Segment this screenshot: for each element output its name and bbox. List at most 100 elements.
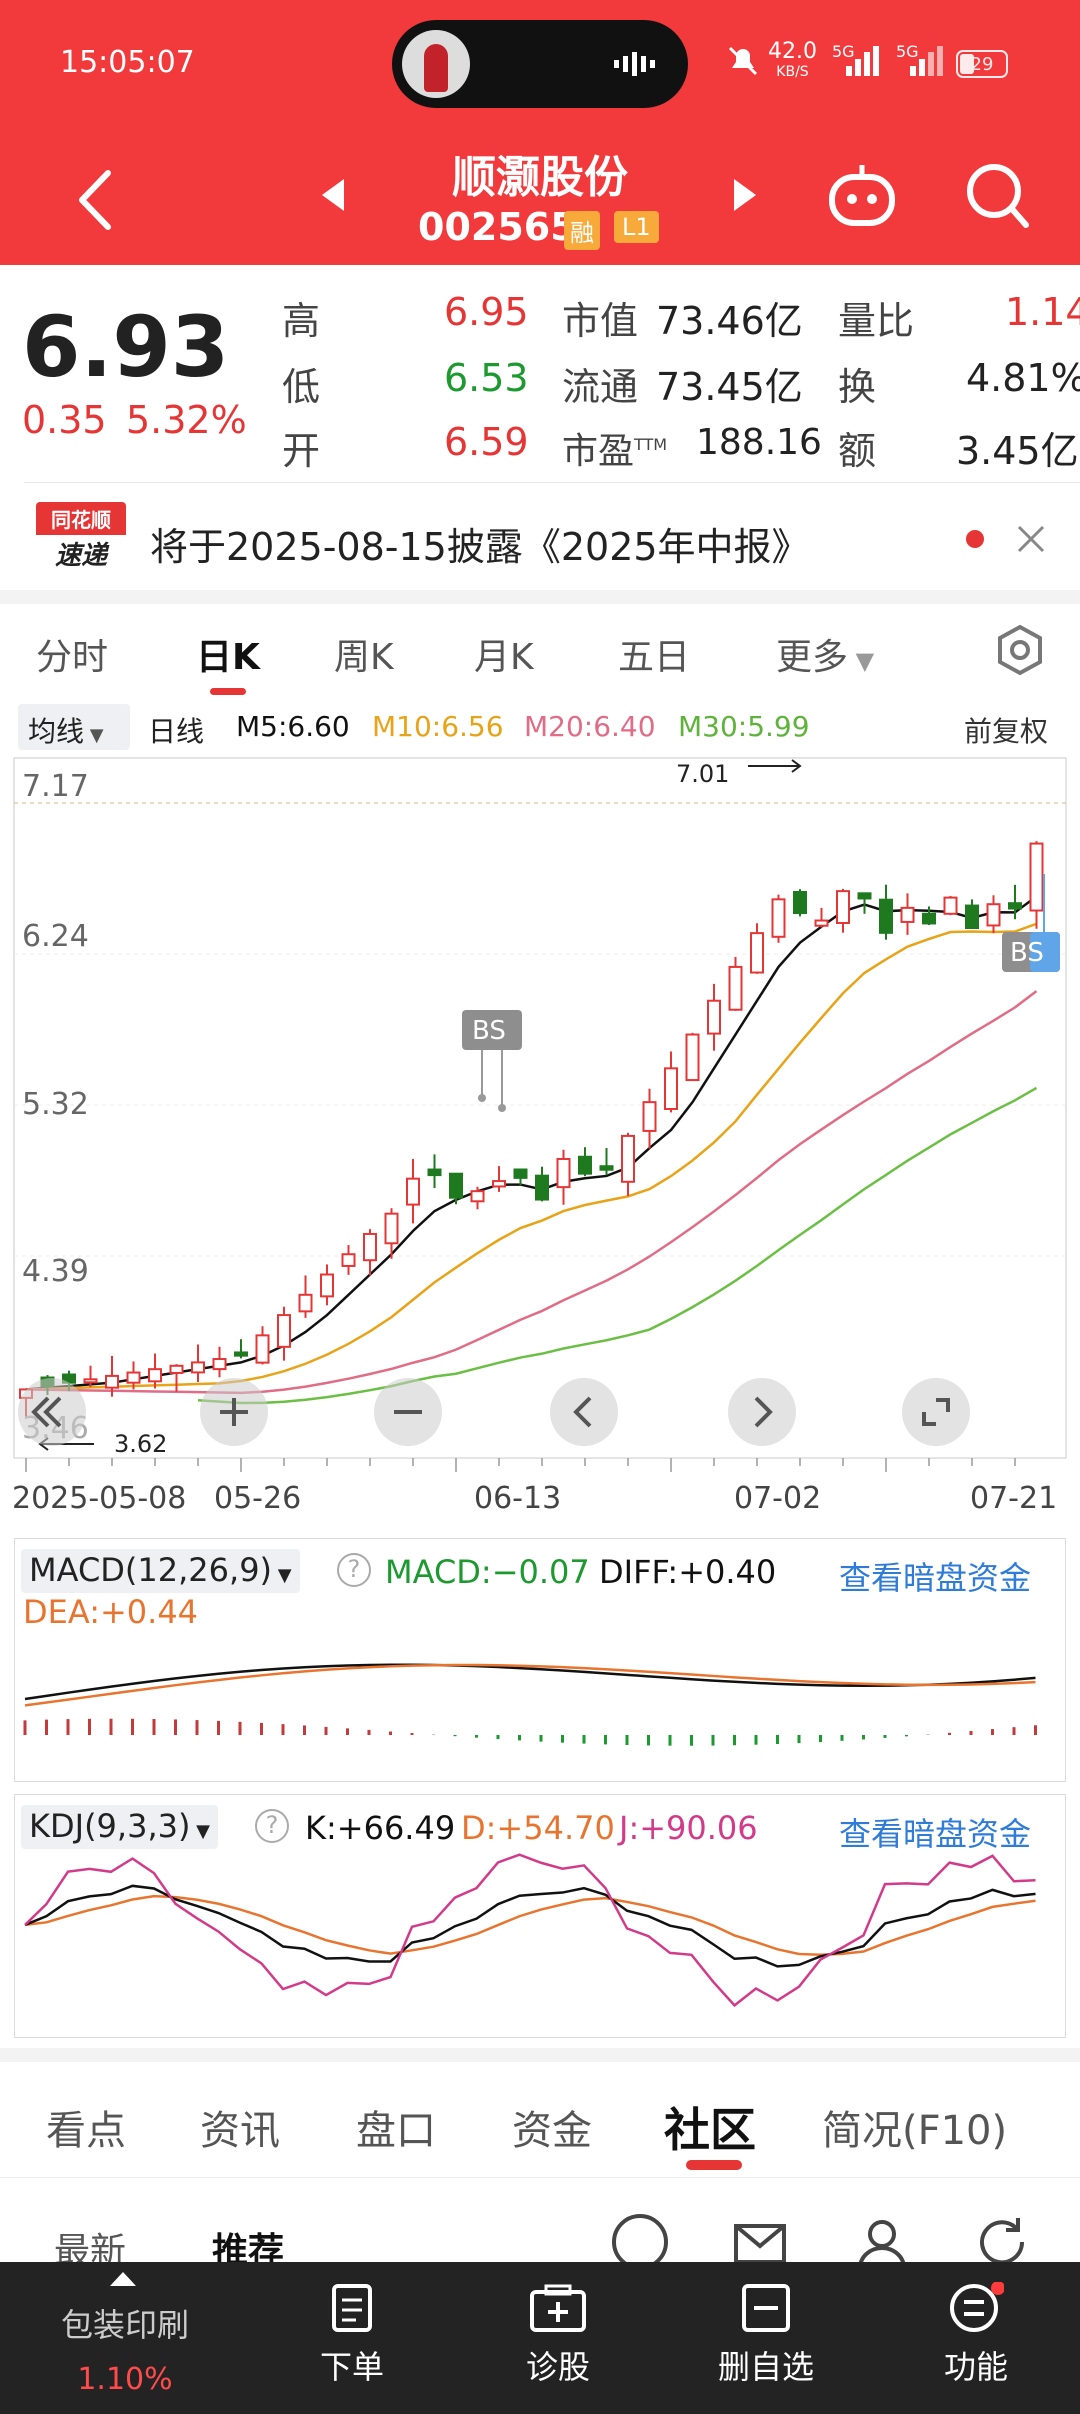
tab-profile-f10[interactable]: 简况(F10) xyxy=(822,2108,1008,2154)
back-icon[interactable] xyxy=(70,165,120,235)
nav-order[interactable]: 下单 xyxy=(272,2282,432,2388)
notice-text: 将于2025-08-15披露《2025年中报》 xyxy=(150,525,810,569)
ma-select[interactable]: 均线 ▼ xyxy=(18,704,130,750)
candle-body xyxy=(449,1172,463,1199)
y-label-3: 5.32 xyxy=(22,1087,89,1122)
close-icon[interactable] xyxy=(1016,524,1046,554)
ma30-line xyxy=(197,1086,1038,1405)
amount-value: 3.45亿 xyxy=(956,429,1079,473)
profile-icon[interactable] xyxy=(852,2212,912,2268)
tab-news[interactable]: 资讯 xyxy=(200,2108,280,2154)
tab-five-day[interactable]: 五日 xyxy=(618,637,691,678)
stock-name: 顺灏股份 xyxy=(452,152,628,203)
prev-stock-icon[interactable] xyxy=(318,175,348,215)
sector-name[interactable]: 包装印刷 xyxy=(60,2306,189,2344)
x-label-2: 05-26 xyxy=(214,1481,301,1516)
avatar xyxy=(402,30,470,98)
macd-select[interactable]: MACD(12,26,9) ▼ xyxy=(21,1549,300,1593)
scroll-next-button[interactable] xyxy=(728,1378,796,1446)
signal-type-2: 5G xyxy=(896,42,919,61)
x-label-start: 2025-05-08 xyxy=(12,1481,186,1516)
nav-diagnose[interactable]: 诊股 xyxy=(478,2282,638,2388)
fullscreen-button[interactable] xyxy=(902,1378,970,1446)
open-label: 开 xyxy=(282,429,321,473)
candle-body xyxy=(943,896,958,915)
svg-text:BS: BS xyxy=(1010,938,1044,968)
adjust-mode[interactable]: 前复权 xyxy=(964,715,1049,748)
section-gap xyxy=(0,2048,1080,2062)
mute-icon xyxy=(728,46,758,76)
diagnose-icon xyxy=(530,2284,586,2332)
kdj-select[interactable]: KDJ(9,3,3) ▼ xyxy=(21,1805,219,1849)
current-price: 6.93 xyxy=(22,298,230,396)
candle-body xyxy=(169,1364,184,1374)
candle-body xyxy=(814,919,829,927)
dark-fund-link-2[interactable]: 查看暗盘资金 xyxy=(839,1815,1032,1853)
tab-more[interactable]: 更多 ▼ xyxy=(776,637,875,678)
high-value: 6.95 xyxy=(444,290,529,334)
scroll-prev-button[interactable] xyxy=(550,1378,618,1446)
mcap-value: 73.46亿 xyxy=(656,299,803,343)
candle-body xyxy=(965,904,979,930)
net-speed: 42.0 KB/S xyxy=(768,39,817,81)
zoom-in-button[interactable] xyxy=(200,1378,268,1446)
diff-value: DIFF:+0.40 xyxy=(599,1553,777,1591)
candle-body xyxy=(1029,842,1044,912)
ma5-value: M5:6.60 xyxy=(236,710,350,743)
section-gap xyxy=(0,590,1080,604)
help-icon[interactable]: ? xyxy=(255,1809,289,1843)
tab-order-book[interactable]: 盘口 xyxy=(356,2108,436,2154)
bs-marker-2[interactable]: BS xyxy=(1002,874,1060,972)
j-value: J:+90.06 xyxy=(619,1809,758,1847)
margin-badge: 融 xyxy=(564,211,600,250)
active-tab-indicator xyxy=(210,688,246,695)
robot-assistant-icon[interactable] xyxy=(824,157,900,233)
refresh-icon[interactable] xyxy=(972,2212,1032,2268)
y-label-max: 7.17 xyxy=(22,769,89,804)
candle-body xyxy=(277,1314,291,1348)
content-tabs: 看点 资讯 盘口 资金 社区 简况(F10) xyxy=(0,2062,1080,2178)
macd-panel: MACD(12,26,9) ▼ ? MACD:−0.07 DIFF:+0.40 … xyxy=(14,1538,1066,1782)
diff-line xyxy=(24,1663,1036,1701)
tab-funds[interactable]: 资金 xyxy=(512,2108,592,2154)
help-icon[interactable]: ? xyxy=(337,1553,371,1587)
float-value: 73.45亿 xyxy=(656,365,803,409)
nav-function[interactable]: 功能 xyxy=(896,2282,1056,2388)
message-icon[interactable] xyxy=(730,2212,790,2268)
tab-weekly-k[interactable]: 周K xyxy=(334,637,394,678)
function-menu-icon xyxy=(950,2282,1004,2332)
candle-body xyxy=(212,1358,227,1371)
turnover-value: 4.81% xyxy=(966,356,1080,400)
pe-value: 188.16 xyxy=(696,422,822,463)
kdj-panel: KDJ(9,3,3) ▼ ? K:+66.49 D:+54.70 J:+90.0… xyxy=(14,1794,1066,2038)
tab-daily-k[interactable]: 日K xyxy=(196,637,260,678)
low-label: 低 xyxy=(282,365,321,409)
zoom-left-button[interactable] xyxy=(18,1378,86,1446)
unread-dot xyxy=(966,530,984,548)
signal-icon xyxy=(846,46,879,76)
price-change-pct: 5.32% xyxy=(126,398,247,442)
level-badge: L1 xyxy=(614,211,659,243)
topic-icon[interactable] xyxy=(610,2212,670,2268)
macd-chart xyxy=(23,1663,1037,1746)
kline-chart[interactable]: 7.17 6.24 5.32 4.39 3.46 7.01 3.62 BS BS… xyxy=(0,756,1080,1546)
search-icon[interactable] xyxy=(962,159,1032,233)
k-value: K:+66.49 xyxy=(305,1809,456,1847)
tab-monthly-k[interactable]: 月K xyxy=(474,637,534,678)
candle-body xyxy=(922,912,936,925)
tab-highlights[interactable]: 看点 xyxy=(46,2108,126,2154)
bs-marker-1[interactable]: BS xyxy=(462,1010,522,1112)
tab-timeshare[interactable]: 分时 xyxy=(36,637,109,678)
y-label-2: 6.24 xyxy=(22,919,89,954)
active-tab-indicator xyxy=(686,2160,742,2170)
candle-body xyxy=(83,1378,98,1384)
tab-community[interactable]: 社区 xyxy=(664,2103,756,2157)
settings-icon[interactable] xyxy=(994,624,1046,676)
float-label: 流通 xyxy=(562,365,639,409)
kdj-k-line xyxy=(24,1884,1036,1968)
zoom-out-button[interactable] xyxy=(374,1378,442,1446)
next-stock-icon[interactable] xyxy=(730,175,760,215)
nav-remove-watchlist[interactable]: 删自选 xyxy=(686,2282,846,2388)
notice-bar[interactable]: 同花顺 速递 将于2025-08-15披露《2025年中报》 xyxy=(0,488,1080,588)
dark-fund-link-1[interactable]: 查看暗盘资金 xyxy=(839,1559,1032,1597)
